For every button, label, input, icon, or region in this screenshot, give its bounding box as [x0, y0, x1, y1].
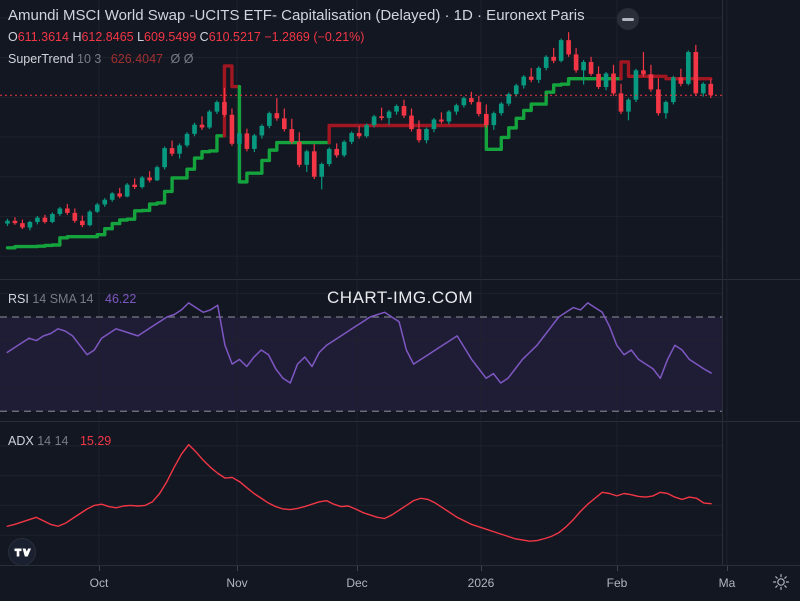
- time-axis[interactable]: Oct Nov Dec 2026 Feb Ma: [0, 565, 800, 601]
- price-plot: [0, 0, 728, 278]
- time-axis-tick: [617, 566, 618, 571]
- time-axis-label: Feb: [606, 576, 628, 590]
- collapse-icon[interactable]: [617, 8, 639, 30]
- tradingview-logo[interactable]: [8, 538, 36, 566]
- time-axis-tick: [727, 566, 728, 571]
- time-axis-label: Oct: [89, 576, 109, 590]
- adx-plot: [0, 422, 728, 565]
- time-axis-label: 2026: [467, 576, 495, 590]
- time-axis-label: Ma: [718, 576, 736, 590]
- settings-icon-glyph: [773, 574, 789, 590]
- time-axis-tick: [357, 566, 358, 571]
- time-axis-tick: [237, 566, 238, 571]
- time-axis-tick: [99, 566, 100, 571]
- time-axis-label: Dec: [346, 576, 368, 590]
- rsi-pane[interactable]: [0, 280, 800, 420]
- time-axis-label: Nov: [226, 576, 248, 590]
- adx-pane[interactable]: [0, 422, 800, 565]
- settings-icon[interactable]: [772, 573, 790, 591]
- pane-separator-rsi: [0, 279, 800, 280]
- tradingview-logo-glyph: [14, 548, 31, 557]
- pane-separator-adx: [0, 421, 800, 422]
- price-axis[interactable]: 570.0000580.0000590.0000600.0000610.0000…: [722, 0, 800, 600]
- price-pane[interactable]: [0, 0, 800, 278]
- rsi-plot: [0, 280, 728, 420]
- time-axis-tick: [481, 566, 482, 571]
- price-axis-divider: [722, 0, 723, 565]
